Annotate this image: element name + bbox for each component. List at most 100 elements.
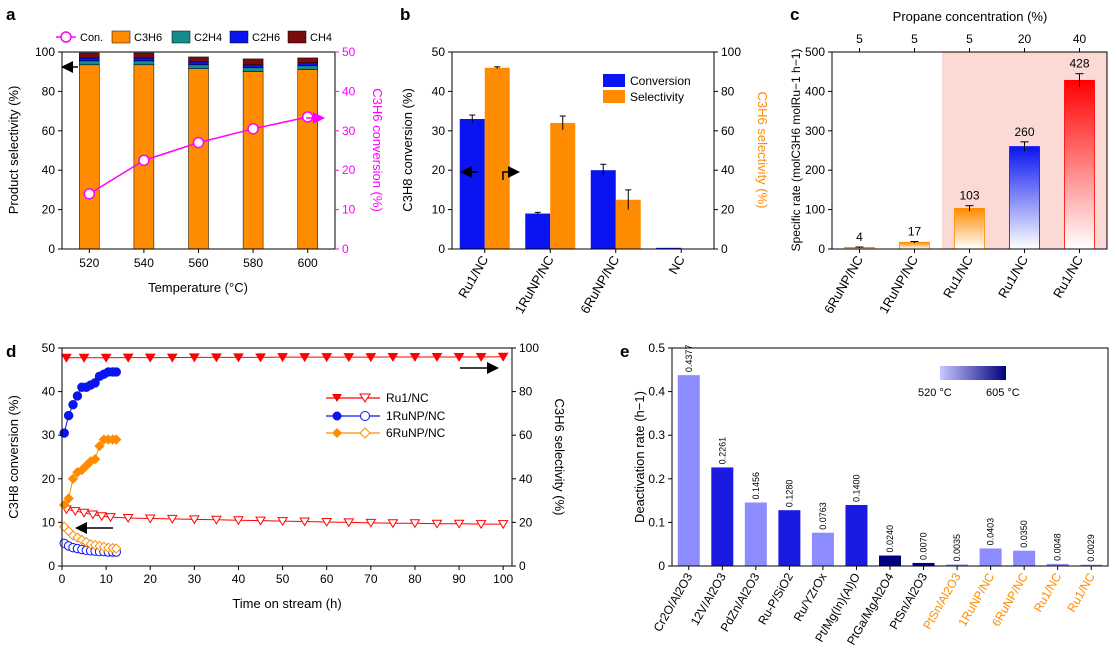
bar-a-c2h4-560 <box>188 64 209 69</box>
a-ytick-label-0: 0 <box>48 242 55 256</box>
a-conversion-point-600 <box>301 111 314 123</box>
c-ytick-label-400: 400 <box>805 84 825 98</box>
d-point-3-12 <box>111 367 121 377</box>
e-ytick-label-0: 0 <box>658 559 665 573</box>
d-point-1-11 <box>299 353 311 363</box>
c-xtick-label-0: 6RuNP/NC <box>821 253 866 316</box>
bar-a-ch4-520 <box>79 52 100 59</box>
c-top-tick-label-4: 40 <box>1073 32 1087 46</box>
panel-e-letter: e <box>620 342 629 361</box>
d-point-5-8 <box>94 440 105 452</box>
a-y2tick-label-50: 50 <box>342 45 356 59</box>
d-ytick-label-0: 0 <box>48 559 55 573</box>
d-point-3-0 <box>59 428 69 438</box>
panel-c: 4 17 103 260 428 6RuNP/NC 5 1RuNP/NC 5 Ru1/NC 5 Ru… <box>789 9 1108 316</box>
d-xtick-label-70: 70 <box>364 572 378 586</box>
d-ytick-label-10: 10 <box>42 515 56 529</box>
bar-e-8 <box>946 564 969 566</box>
panel-b-right-arrow <box>502 166 520 180</box>
d-xtick-label-10: 10 <box>99 572 113 586</box>
d-y2tick-label-0: 0 <box>519 559 526 573</box>
d-point-0-20 <box>431 519 443 529</box>
bar-b-conversion-3 <box>656 247 682 249</box>
d-point-0-23 <box>497 520 509 530</box>
a-conversion-point-520 <box>83 188 96 200</box>
d-xtick-label-100: 100 <box>493 572 513 586</box>
d-point-1-17 <box>431 352 443 362</box>
panel-b-frame <box>451 51 715 250</box>
legend-selectivity-swatch <box>603 90 625 103</box>
d-point-0-22 <box>475 520 487 530</box>
e-value-label-6: 0.0240 <box>885 525 895 553</box>
d-point-5-1 <box>63 493 74 504</box>
d-y2tick-label-60: 60 <box>519 428 533 442</box>
bar-b-conversion-0 <box>459 118 485 249</box>
bar-a-ch4-580 <box>242 58 264 66</box>
e-ytick-label-4: 0.4 <box>648 385 665 399</box>
c-value-label-4: 428 <box>1069 57 1089 71</box>
e-xtick-label-0: Cr2O/Al2O3 <box>651 570 696 634</box>
bar-a-c3h6-560 <box>188 68 209 250</box>
panel-e: 0.4377 0.2261 0.1456 0.1280 0.0763 0.1400 0.02… <box>632 341 1109 647</box>
d-point-0-4 <box>96 512 108 522</box>
a-y2tick-label-40: 40 <box>342 84 356 98</box>
c-ytick-label-500: 500 <box>805 45 825 59</box>
a-y2tick-label-10: 10 <box>342 203 356 217</box>
bar-c-3 <box>1009 146 1040 250</box>
d-point-0-8 <box>166 514 178 524</box>
panel-d-xlabel: Time on stream (h) <box>232 596 341 611</box>
legend-6runp-marker-open <box>359 427 371 439</box>
legend-1runp-marker-open <box>360 411 370 421</box>
bar-e-12 <box>1080 564 1103 566</box>
d-xtick-label-80: 80 <box>408 572 422 586</box>
e-value-label-10: 0.0350 <box>1019 520 1029 548</box>
b-xtick-label-3: NC <box>665 253 687 277</box>
panel-e-colorbar-left-label: 520 °C <box>918 387 952 399</box>
legend-conversion-label: Conversion <box>630 74 691 88</box>
a-ytick-label-80: 80 <box>42 84 56 98</box>
bar-a-c2h6-580 <box>242 64 264 69</box>
d-point-1-3 <box>122 353 134 363</box>
bar-a-ch4-560 <box>188 56 209 63</box>
b-ytick-label-10: 10 <box>432 203 446 217</box>
a-ytick-label-40: 40 <box>42 163 56 177</box>
d-point-0-5 <box>105 513 116 523</box>
legend-conversion-swatch <box>603 74 625 87</box>
d-point-1-1 <box>78 353 90 363</box>
c-ytick-label-0: 0 <box>818 242 825 256</box>
d-point-3-2 <box>68 399 78 410</box>
bar-e-10 <box>1013 550 1036 566</box>
d-xtick-label-50: 50 <box>276 572 290 586</box>
legend-c2h4-swatch <box>171 30 191 44</box>
b-ytick-label-40: 40 <box>432 84 446 98</box>
bar-e-0 <box>677 375 700 566</box>
e-ytick-label-3: 0.3 <box>648 428 665 442</box>
bar-a-c3h6-600 <box>297 69 318 250</box>
legend-c2h6-label: C2H6 <box>252 32 280 44</box>
c-xtick-label-2: Ru1/NC <box>940 253 976 301</box>
c-top-tick-label-0: 5 <box>856 32 863 46</box>
bar-a-c2h4-540 <box>133 60 155 66</box>
legend-6runp-marker-filled <box>332 428 342 438</box>
bar-a-c2h6-600 <box>297 62 318 67</box>
bar-e-2 <box>744 502 767 566</box>
d-xtick-label-60: 60 <box>320 572 334 586</box>
d-point-0-10 <box>211 515 222 525</box>
legend-c3h6-swatch <box>111 30 131 44</box>
d-y2tick-label-40: 40 <box>519 472 533 486</box>
panel-a-xlabel: Temperature (°C) <box>148 280 248 295</box>
b-ytick-label-50: 50 <box>432 45 446 59</box>
a-ytick-label-60: 60 <box>42 124 56 138</box>
bar-e-1 <box>711 467 734 566</box>
bar-a-c2h6-520 <box>79 57 100 62</box>
bar-e-6 <box>879 555 901 566</box>
legend-c2h6-swatch <box>229 30 249 44</box>
bar-e-3 <box>778 510 801 566</box>
legend-6runp-label: 6RuNP/NC <box>386 426 446 440</box>
d-point-1-0 <box>61 353 72 363</box>
bar-a-c2h4-580 <box>242 67 264 72</box>
d-point-0-21 <box>453 519 465 529</box>
d-point-0-9 <box>188 515 200 525</box>
bar-b-conversion-2 <box>590 170 616 249</box>
